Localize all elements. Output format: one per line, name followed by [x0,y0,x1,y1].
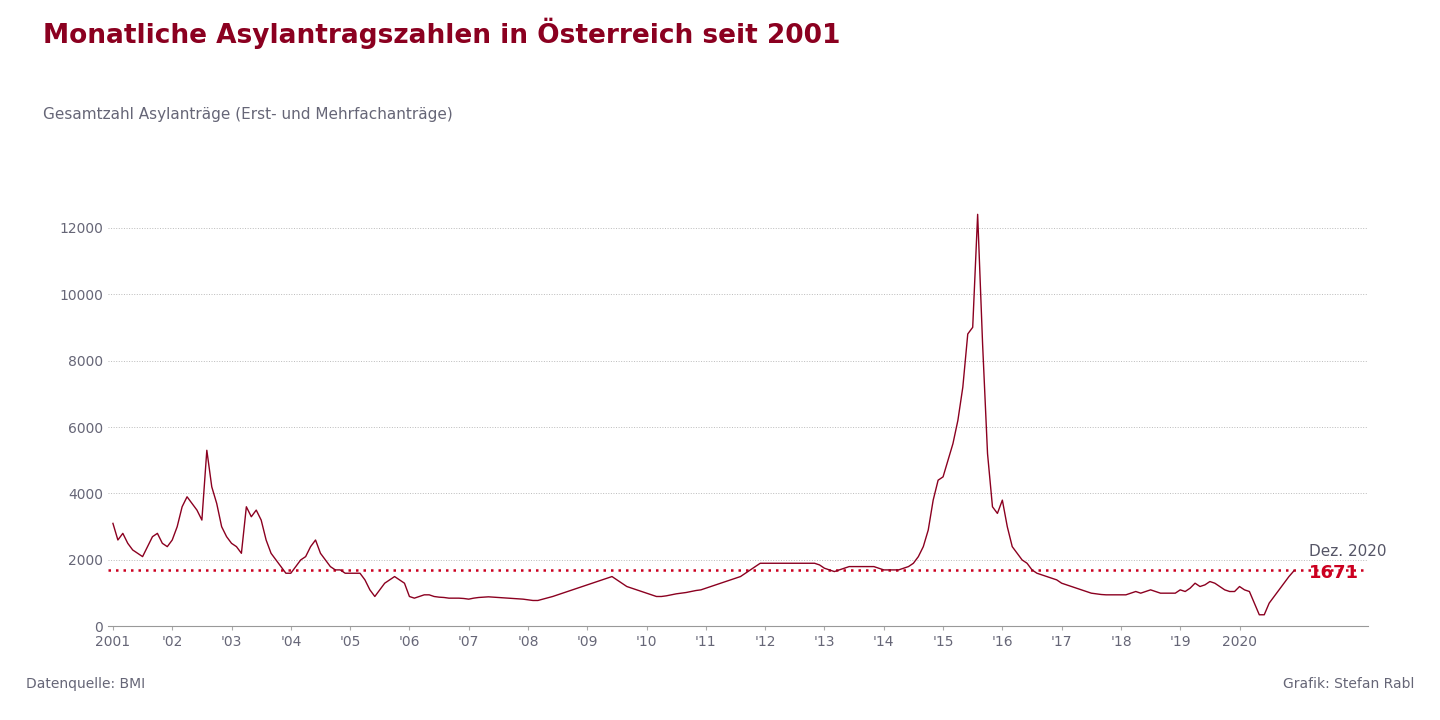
Text: Gesamtzahl Asylanträge (Erst- und Mehrfachanträge): Gesamtzahl Asylanträge (Erst- und Mehrfa… [43,107,452,122]
Text: Monatliche Asylantragszahlen in Österreich seit 2001: Monatliche Asylantragszahlen in Österrei… [43,17,841,49]
Text: Dez. 2020: Dez. 2020 [1309,544,1387,559]
Text: Grafik: Stefan Rabl: Grafik: Stefan Rabl [1283,677,1414,691]
Text: Datenquelle: BMI: Datenquelle: BMI [26,677,145,691]
Text: 1671: 1671 [1309,564,1359,582]
